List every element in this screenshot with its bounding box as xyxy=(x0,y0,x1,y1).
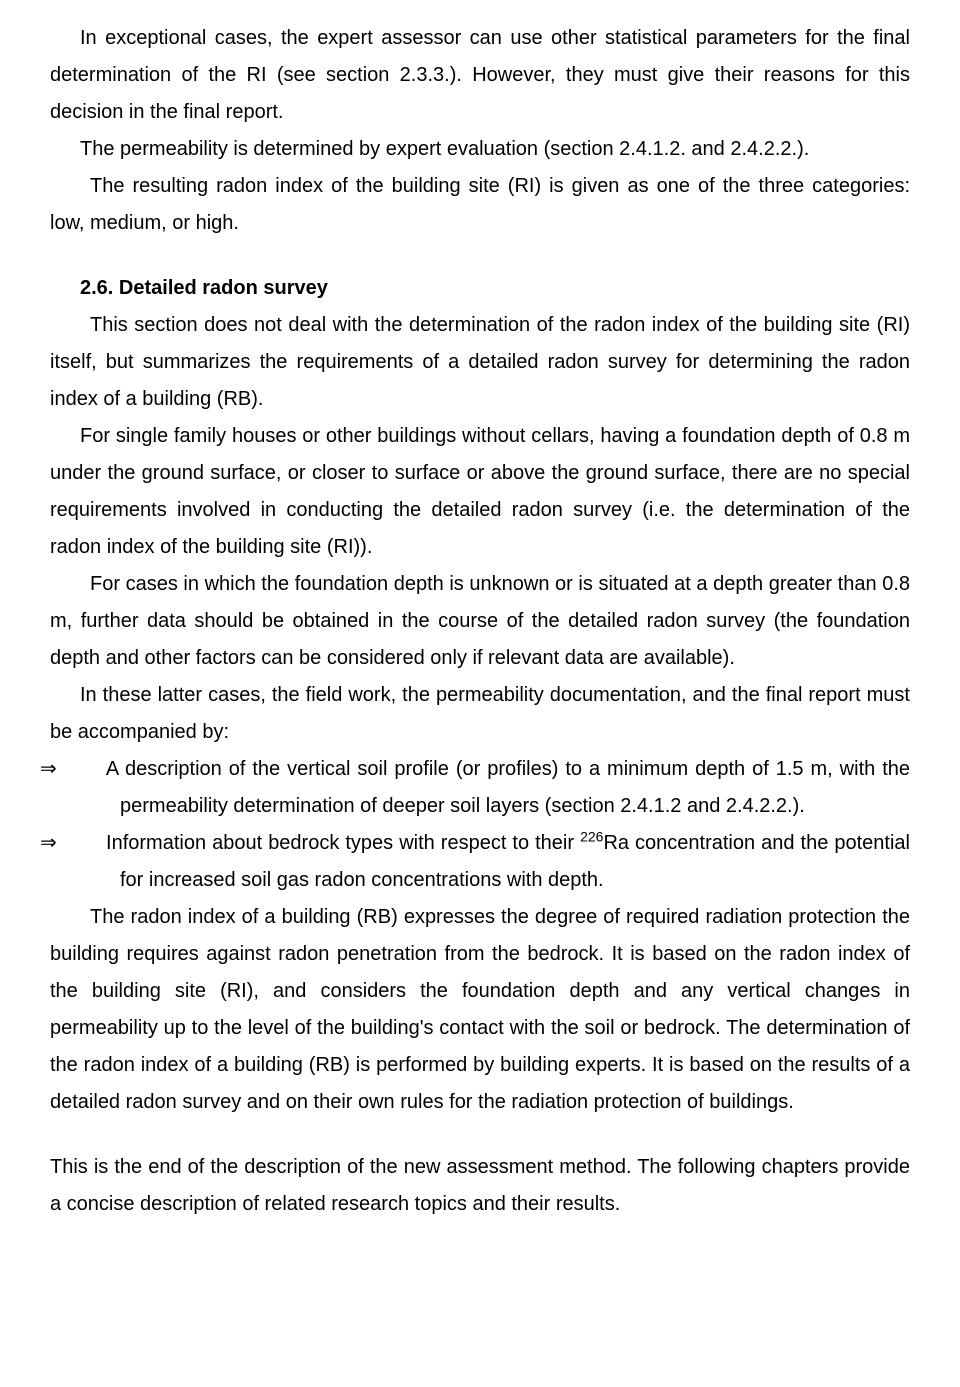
list-item-2: ⇒ Information about bedrock types with r… xyxy=(50,825,910,899)
paragraph-9: This is the end of the description of th… xyxy=(50,1149,910,1223)
paragraph-7: In these latter cases, the field work, t… xyxy=(50,677,910,751)
spacer xyxy=(50,1121,910,1149)
paragraph-6: For cases in which the foundation depth … xyxy=(50,566,910,677)
list-item-2-text: Information about bedrock types with res… xyxy=(106,832,910,891)
paragraph-2: The permeability is determined by expert… xyxy=(50,131,910,168)
paragraph-5: For single family houses or other buildi… xyxy=(50,418,910,566)
paragraph-8: The radon index of a building (RB) expre… xyxy=(50,899,910,1121)
list-item-1: ⇒ A description of the vertical soil pro… xyxy=(50,751,910,825)
paragraph-4: This section does not deal with the dete… xyxy=(50,307,910,418)
paragraph-3: The resulting radon index of the buildin… xyxy=(50,168,910,242)
paragraph-1: In exceptional cases, the expert assesso… xyxy=(50,20,910,131)
section-heading-2-6: 2.6. Detailed radon survey xyxy=(50,270,910,307)
arrow-icon: ⇒ xyxy=(80,751,100,788)
arrow-icon: ⇒ xyxy=(80,825,100,862)
list-item-1-text: A description of the vertical soil profi… xyxy=(106,758,910,817)
